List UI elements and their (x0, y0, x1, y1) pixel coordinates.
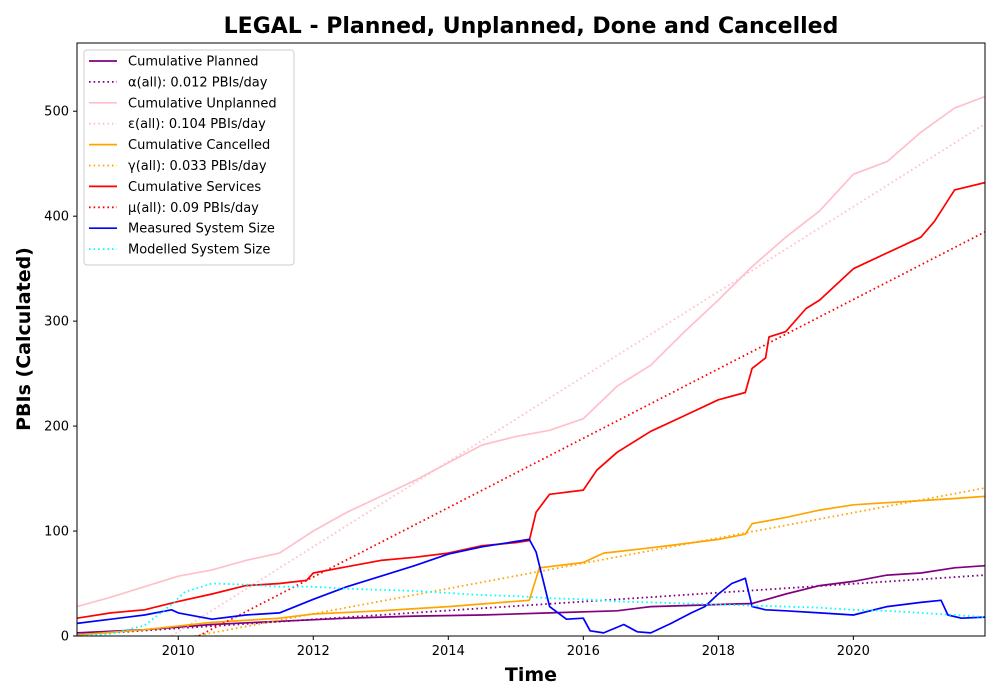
series-line-cumulative-cancelled (77, 495, 985, 636)
x-tick-label: 2020 (837, 644, 870, 659)
series-line-all-0-09-pbis-day (198, 231, 985, 636)
legend-box (83, 49, 295, 266)
legend-label: Cumulative Planned (128, 55, 258, 70)
legend-label: Cumulative Unplanned (128, 96, 277, 111)
y-tick-label: 100 (44, 525, 69, 540)
series-line-modelled-system-size (77, 582, 985, 636)
x-axis: 2010 2012 2014 2016 2018 2020 (162, 636, 870, 659)
legend-label: Cumulative Cancelled (128, 138, 270, 153)
y-tick-label: 400 (44, 210, 69, 225)
legend-label: ε(all): 0.104 PBIs/day (128, 117, 266, 132)
legend-label: Modelled System Size (128, 243, 270, 258)
chart-title: LEGAL - Planned, Unplanned, Done and Can… (224, 14, 839, 39)
x-axis-label: Time (505, 664, 557, 686)
y-axis: 0 100 200 300 400 500 (44, 105, 77, 645)
series-line-cumulative-planned (77, 564, 985, 634)
y-tick-label: 0 (61, 630, 69, 645)
series-line-measured-system-size (77, 538, 985, 634)
x-tick-label: 2012 (297, 644, 330, 659)
x-tick-label: 2018 (702, 644, 735, 659)
series-layer (77, 95, 985, 636)
y-tick-label: 500 (44, 105, 69, 120)
series-line-cumulative-unplanned (77, 95, 985, 608)
legend-label: μ(all): 0.09 PBIs/day (128, 201, 259, 216)
legend-label: γ(all): 0.033 PBIs/day (128, 159, 267, 174)
legend-label: Measured System Size (128, 222, 275, 237)
y-tick-label: 300 (44, 315, 69, 330)
series-line-all-0-104-pbis-day (171, 123, 985, 636)
plot-frame (76, 42, 986, 637)
x-tick-label: 2014 (432, 644, 465, 659)
legend: Cumulative Planned α(all): 0.012 PBIs/day… (83, 49, 295, 266)
series-line-cumulative-services (77, 181, 985, 620)
series-line-all-0-033-pbis-day (194, 487, 985, 636)
x-tick-label: 2010 (162, 644, 195, 659)
y-tick-label: 200 (44, 420, 69, 435)
legend-label: Cumulative Services (128, 180, 261, 195)
x-tick-label: 2016 (567, 644, 600, 659)
legend-label: α(all): 0.012 PBIs/day (128, 75, 268, 90)
y-axis-label: PBIs (Calculated) (13, 247, 35, 431)
